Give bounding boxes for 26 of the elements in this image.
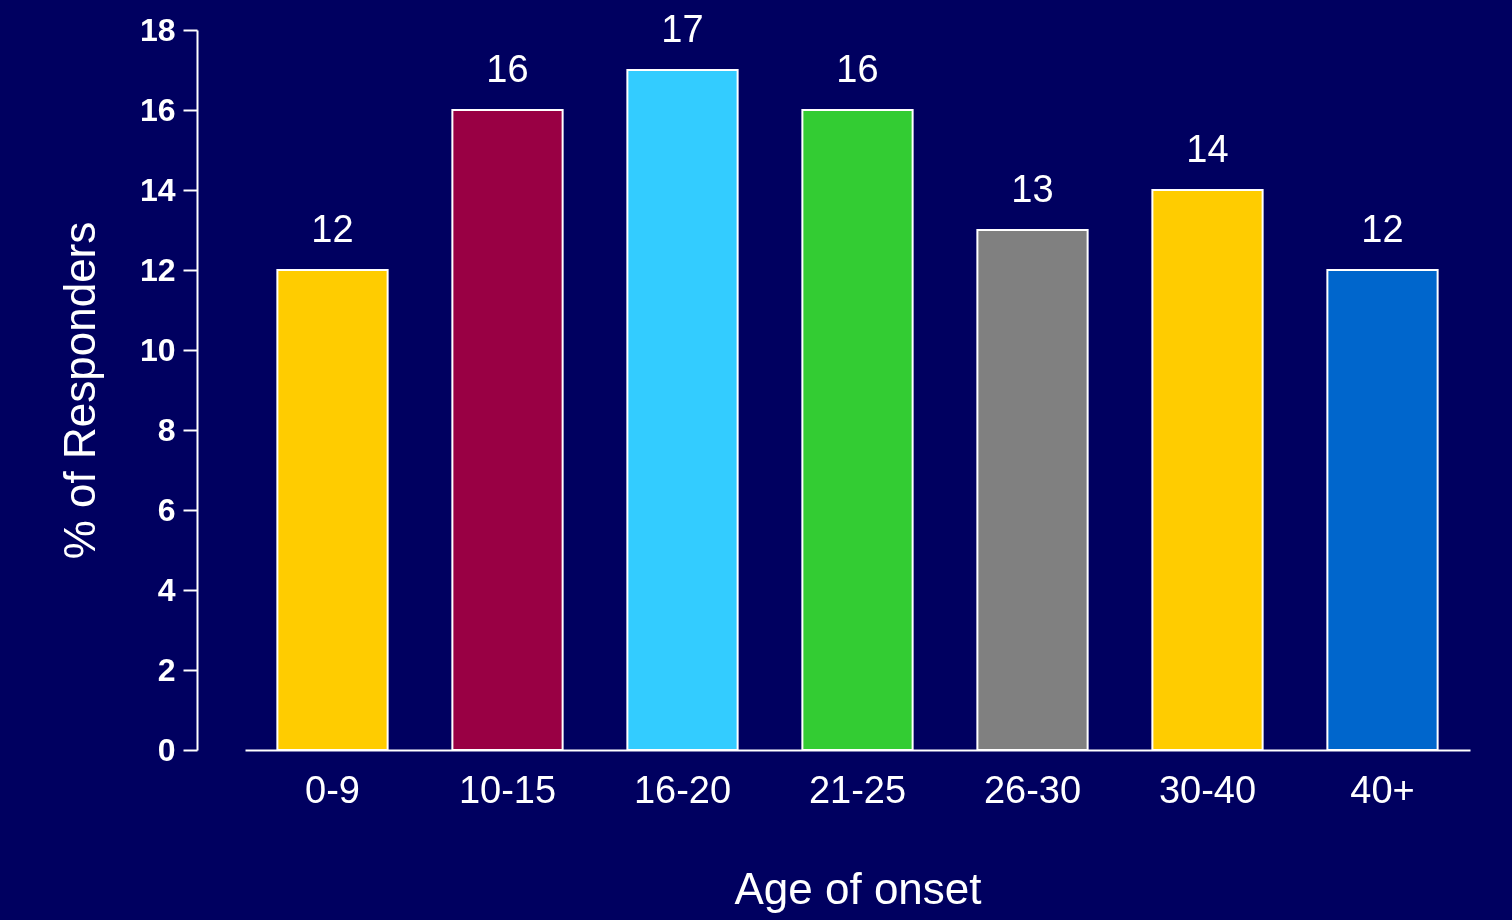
- data-label: 14: [1186, 128, 1229, 170]
- data-label: 12: [1361, 208, 1404, 250]
- x-tick-label: 26-30: [983, 768, 1082, 811]
- x-tick-label: 40+: [1350, 768, 1415, 811]
- data-label: 12: [311, 208, 354, 250]
- y-axis-title: % of Responders: [54, 221, 104, 560]
- x-tick-label: 0-9: [305, 768, 360, 811]
- y-tick-label: 0: [157, 731, 176, 768]
- data-label: 17: [661, 8, 704, 50]
- x-tick-label: 21-25: [808, 768, 907, 811]
- x-tick-label: 30-40: [1158, 768, 1257, 811]
- y-tick-label: 16: [139, 91, 176, 128]
- y-tick-label: 10: [139, 331, 176, 368]
- data-label: 16: [486, 48, 529, 90]
- data-label: 16: [836, 48, 879, 90]
- x-tick-label: 10-15: [458, 768, 557, 811]
- y-tick-label: 18: [139, 11, 176, 48]
- y-tick-label: 12: [139, 251, 176, 288]
- y-tick-label: 8: [157, 411, 176, 448]
- x-tick-label: 16-20: [633, 768, 732, 811]
- x-axis-title: Age of onset: [734, 863, 982, 913]
- y-tick-label: 2: [157, 651, 176, 688]
- y-tick-label: 14: [139, 171, 176, 208]
- y-tick-label: 4: [157, 571, 176, 608]
- data-label: 13: [1011, 168, 1054, 210]
- y-tick-label: 6: [157, 491, 176, 528]
